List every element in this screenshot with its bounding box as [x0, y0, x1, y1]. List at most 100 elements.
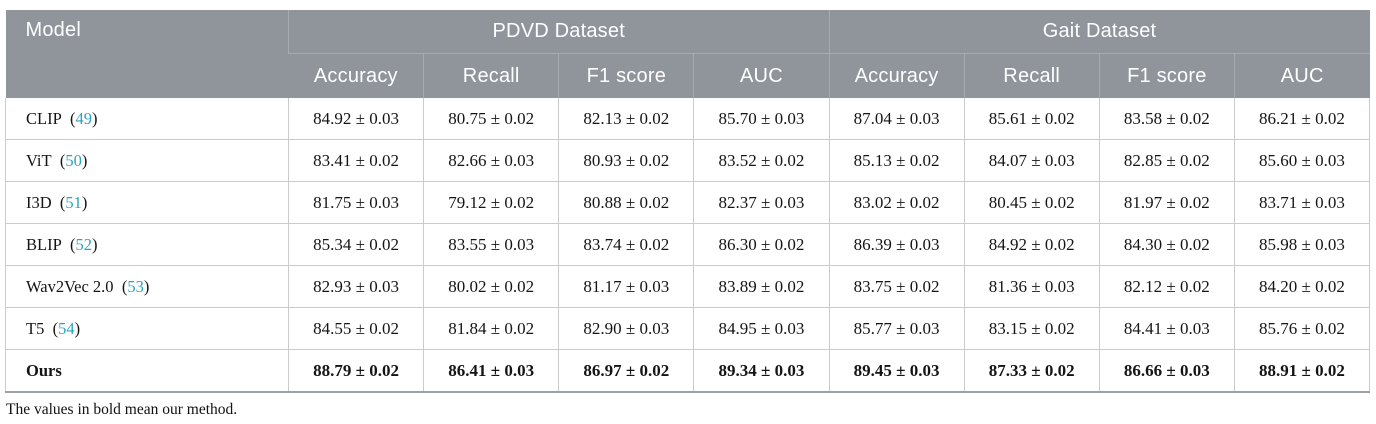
- citation-link[interactable]: 50: [65, 150, 82, 170]
- value-cell-pdvd-recall: 86.41 ± 0.03: [423, 349, 560, 393]
- value-cell-pdvd-auc: 85.70 ± 0.03: [693, 98, 830, 140]
- value-cell-pdvd-f1: 81.17 ± 0.03: [558, 265, 695, 308]
- results-table: Model PDVD Dataset Gait Dataset Accuracy…: [5, 10, 1371, 393]
- citation-link[interactable]: 52: [75, 234, 93, 254]
- model-name: Wav2Vec 2.0: [26, 276, 114, 296]
- model-cell: T5 (54): [5, 307, 289, 350]
- value-cell-gait-recall: 84.92 ± 0.02: [963, 223, 1100, 266]
- model-cell: ViT (50): [5, 139, 289, 182]
- value-cell-pdvd-recall: 79.12 ± 0.02: [423, 181, 560, 224]
- value-cell-gait-accuracy: 86.39 ± 0.03: [828, 223, 965, 266]
- value-cell-gait-auc: 86.21 ± 0.02: [1233, 98, 1371, 140]
- value-cell-pdvd-auc: 84.95 ± 0.03: [693, 307, 830, 350]
- value-cell-gait-f1: 82.12 ± 0.02: [1098, 265, 1235, 308]
- table-row: ViT (50) 83.41 ± 0.02 82.66 ± 0.03 80.93 ± …: [5, 139, 1371, 182]
- value-cell-pdvd-auc: 83.52 ± 0.02: [693, 139, 830, 182]
- value-cell-pdvd-accuracy: 82.93 ± 0.03: [287, 265, 425, 308]
- value-cell-pdvd-recall: 82.66 ± 0.03: [423, 139, 560, 182]
- value-cell-pdvd-auc: 86.30 ± 0.02: [693, 223, 830, 266]
- value-cell-pdvd-f1: 83.74 ± 0.02: [558, 223, 695, 266]
- citation-link[interactable]: 51: [65, 192, 82, 212]
- value-cell-gait-accuracy: 87.04 ± 0.03: [828, 98, 965, 140]
- value-cell-gait-accuracy: 83.75 ± 0.02: [828, 265, 965, 308]
- value-cell-pdvd-accuracy: 83.41 ± 0.02: [287, 139, 425, 182]
- value-cell-gait-auc: 85.76 ± 0.02: [1233, 307, 1371, 350]
- col-header-gait-recall: Recall: [963, 53, 1100, 98]
- value-cell-pdvd-recall: 81.84 ± 0.02: [423, 307, 560, 350]
- value-cell-gait-f1: 86.66 ± 0.03: [1098, 349, 1235, 393]
- value-cell-gait-accuracy: 89.45 ± 0.03: [828, 349, 965, 393]
- table-row: BLIP (52) 85.34 ± 0.02 83.55 ± 0.03 83.74 ±…: [5, 223, 1371, 266]
- value-cell-gait-recall: 84.07 ± 0.03: [963, 139, 1100, 182]
- value-cell-pdvd-f1: 82.13 ± 0.02: [558, 98, 695, 140]
- value-cell-pdvd-f1: 86.97 ± 0.02: [558, 349, 695, 393]
- group-header-pdvd: PDVD Dataset: [288, 10, 829, 54]
- model-cell: I3D (51): [5, 181, 289, 224]
- value-cell-gait-auc: 84.20 ± 0.02: [1233, 265, 1371, 308]
- value-cell-pdvd-accuracy: 88.79 ± 0.02: [287, 349, 425, 393]
- model-cell: CLIP (49): [5, 98, 289, 140]
- results-table-figure: Model PDVD Dataset Gait Dataset Accuracy…: [5, 10, 1371, 419]
- value-cell-pdvd-recall: 83.55 ± 0.03: [423, 223, 560, 266]
- value-cell-gait-recall: 81.36 ± 0.03: [963, 265, 1100, 308]
- value-cell-pdvd-auc: 82.37 ± 0.03: [693, 181, 830, 224]
- value-cell-gait-auc: 85.98 ± 0.03: [1233, 223, 1371, 266]
- value-cell-pdvd-accuracy: 84.92 ± 0.03: [287, 98, 425, 140]
- col-header-gait-accuracy: Accuracy: [828, 53, 965, 98]
- value-cell-gait-f1: 83.58 ± 0.02: [1098, 98, 1235, 140]
- value-cell-gait-accuracy: 83.02 ± 0.02: [828, 181, 965, 224]
- value-cell-gait-f1: 84.30 ± 0.02: [1098, 223, 1235, 266]
- table-footnote: The values in bold mean our method.: [6, 401, 238, 418]
- model-name: I3D: [26, 192, 52, 212]
- value-cell-pdvd-accuracy: 85.34 ± 0.02: [287, 223, 425, 266]
- col-header-gait-f1: F1 score: [1098, 53, 1235, 98]
- value-cell-gait-auc: 83.71 ± 0.03: [1233, 181, 1371, 224]
- value-cell-gait-recall: 80.45 ± 0.02: [963, 181, 1100, 224]
- table-row: Wav2Vec 2.0 (53) 82.93 ± 0.03 80.02 ± 0.02…: [5, 265, 1371, 308]
- table-body: CLIP (49) 84.92 ± 0.03 80.75 ± 0.02 82.13 ±…: [5, 98, 1371, 393]
- value-cell-gait-f1: 82.85 ± 0.02: [1098, 139, 1235, 182]
- value-cell-pdvd-accuracy: 81.75 ± 0.03: [287, 181, 425, 224]
- table-row: I3D (51) 81.75 ± 0.03 79.12 ± 0.02 80.88 ± …: [5, 181, 1371, 224]
- value-cell-gait-auc: 85.60 ± 0.03: [1233, 139, 1371, 182]
- model-name: BLIP: [26, 234, 62, 254]
- value-cell-gait-recall: 87.33 ± 0.02: [963, 349, 1100, 393]
- value-cell-gait-f1: 81.97 ± 0.02: [1098, 181, 1235, 224]
- header-metric-row: Accuracy Recall F1 score AUC Accuracy Re…: [6, 53, 1370, 98]
- table-row: Ours 88.79 ± 0.02 86.41 ± 0.03 86.97 ± 0.02…: [5, 349, 1371, 393]
- value-cell-gait-auc: 88.91 ± 0.02: [1233, 349, 1371, 393]
- value-cell-pdvd-f1: 80.88 ± 0.02: [558, 181, 695, 224]
- model-cell: Wav2Vec 2.0 (53): [5, 265, 289, 308]
- model-name: Ours: [26, 360, 62, 380]
- col-header-pdvd-recall: Recall: [423, 53, 559, 98]
- value-cell-gait-f1: 84.41 ± 0.03: [1098, 307, 1235, 350]
- model-name: T5: [26, 318, 45, 338]
- citation-link[interactable]: 54: [58, 318, 75, 338]
- model-cell: Ours: [5, 349, 289, 393]
- value-cell-pdvd-f1: 80.93 ± 0.02: [558, 139, 695, 182]
- value-cell-gait-accuracy: 85.77 ± 0.03: [828, 307, 965, 350]
- header-group-row: Model PDVD Dataset Gait Dataset: [5, 10, 1370, 98]
- col-header-pdvd-auc: AUC: [693, 53, 829, 98]
- value-cell-pdvd-f1: 82.90 ± 0.03: [558, 307, 695, 350]
- value-cell-gait-recall: 83.15 ± 0.02: [963, 307, 1100, 350]
- citation-link[interactable]: 53: [127, 276, 144, 296]
- model-cell: BLIP (52): [5, 223, 289, 266]
- col-header-model: Model: [5, 10, 289, 98]
- model-name: CLIP: [26, 108, 62, 128]
- group-header-gait: Gait Dataset: [828, 10, 1370, 54]
- value-cell-pdvd-auc: 89.34 ± 0.03: [693, 349, 830, 393]
- value-cell-pdvd-auc: 83.89 ± 0.02: [693, 265, 830, 308]
- col-header-pdvd-f1: F1 score: [558, 53, 694, 98]
- value-cell-gait-recall: 85.61 ± 0.02: [963, 98, 1100, 140]
- table-header: Model PDVD Dataset Gait Dataset Accuracy…: [5, 10, 1370, 98]
- value-cell-pdvd-recall: 80.75 ± 0.02: [423, 98, 560, 140]
- value-cell-pdvd-accuracy: 84.55 ± 0.02: [287, 307, 425, 350]
- citation-link[interactable]: 49: [75, 108, 93, 128]
- value-cell-pdvd-recall: 80.02 ± 0.02: [423, 265, 560, 308]
- value-cell-gait-accuracy: 85.13 ± 0.02: [828, 139, 965, 182]
- table-row: CLIP (49) 84.92 ± 0.03 80.75 ± 0.02 82.13 ±…: [5, 98, 1371, 140]
- table-row: T5 (54) 84.55 ± 0.02 81.84 ± 0.02 82.90 ± 0…: [5, 307, 1371, 350]
- col-header-gait-auc: AUC: [1233, 53, 1370, 98]
- col-header-pdvd-accuracy: Accuracy: [288, 53, 424, 98]
